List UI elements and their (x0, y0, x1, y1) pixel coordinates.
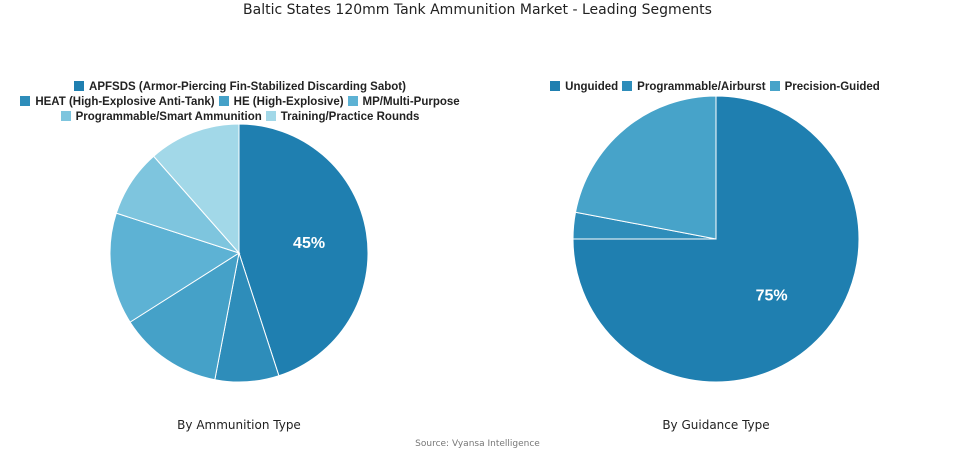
subtitle-guidance-type: By Guidance Type (662, 418, 770, 432)
legend-label: Programmable/Airburst (637, 81, 766, 93)
pie-slice-precision-guided (574, 95, 717, 240)
legend-label: Training/Practice Rounds (280, 111, 420, 123)
legend-row: APFSDS (Armor-Piercing Fin-Stabilized Di… (10, 80, 470, 95)
legend-swatch (347, 96, 358, 106)
legend-swatch (20, 96, 31, 106)
legend-row: Unguided Programmable/Airburst Precision-G… (500, 80, 930, 95)
legend-item-heat-high-explosive-anti-tank[interactable]: HEAT (High-Explosive Anti-Tank) (20, 95, 215, 110)
legend-guidance-type: Unguided Programmable/Airburst Precision-G… (500, 80, 930, 95)
legend-swatch (60, 111, 71, 121)
legend-label: Programmable/Smart Ammunition (75, 111, 262, 123)
pie-slice-apfsds-armor-piercing-fin-stabilized-discarding-sabot (238, 123, 369, 377)
legend-label: Unguided (565, 81, 619, 93)
legend-row: HEAT (High-Explosive Anti-Tank) HE (High-… (10, 95, 470, 110)
pie-slice-mp-multi-purpose (109, 212, 241, 323)
legend-item-apfsds-armor-piercing-fin-stabilized-discarding-sabot[interactable]: APFSDS (Armor-Piercing Fin-Stabilized Di… (74, 80, 406, 95)
legend-ammunition-type: APFSDS (Armor-Piercing Fin-Stabilized Di… (10, 80, 470, 125)
pie-slice-training-practice-rounds (152, 123, 240, 255)
legend-item-mp-multi-purpose[interactable]: MP/Multi-Purpose (347, 95, 460, 110)
legend-swatch (218, 96, 229, 106)
legend-label: APFSDS (Armor-Piercing Fin-Stabilized Di… (89, 81, 406, 93)
legend-swatch (265, 111, 276, 121)
pie-slice-unguided (572, 95, 860, 383)
legend-swatch (622, 81, 633, 91)
legend-swatch (769, 81, 780, 91)
source-note: Source: Vyansa Intelligence (415, 439, 540, 449)
legend-item-programmable-airburst[interactable]: Programmable/Airburst (622, 80, 766, 95)
legend-swatch (74, 81, 85, 91)
subtitle-ammunition-type: By Ammunition Type (177, 418, 301, 432)
legend-label: Precision-Guided (784, 81, 880, 93)
pie-slice-he-high-explosive (129, 251, 240, 381)
legend-label: HE (High-Explosive) (233, 96, 344, 108)
legend-item-training-practice-rounds[interactable]: Training/Practice Rounds (265, 110, 420, 125)
legend-row: Programmable/Smart Ammunition Training/Pr… (10, 110, 470, 125)
data-label-apfsds-armor-piercing-fin-stabilized-discarding-sabot: 45% (293, 235, 325, 252)
legend-swatch (550, 81, 561, 91)
legend-label: HEAT (High-Explosive Anti-Tank) (35, 96, 215, 108)
legend-label: MP/Multi-Purpose (362, 96, 460, 108)
chart-title: Baltic States 120mm Tank Ammunition Mark… (243, 2, 712, 18)
legend-item-precision-guided[interactable]: Precision-Guided (769, 80, 880, 95)
legend-item-he-high-explosive[interactable]: HE (High-Explosive) (218, 95, 344, 110)
data-label-unguided: 75% (756, 288, 788, 305)
legend-item-unguided[interactable]: Unguided (550, 80, 618, 95)
legend-item-programmable-smart-ammunition[interactable]: Programmable/Smart Ammunition (60, 110, 262, 125)
